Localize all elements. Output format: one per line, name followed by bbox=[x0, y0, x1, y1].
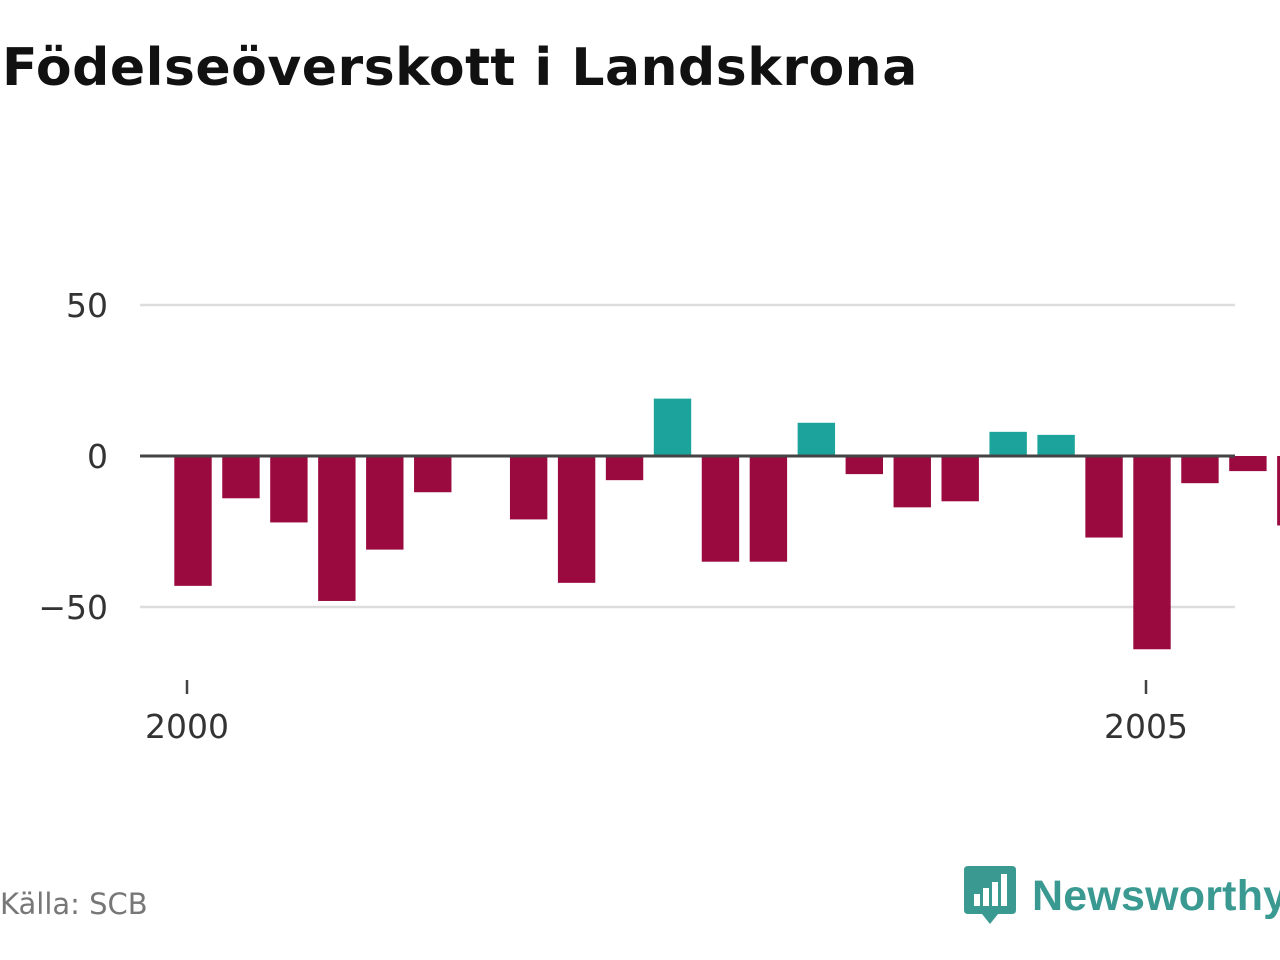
bar bbox=[366, 456, 404, 550]
bar-chart: −50050200020052010201520202025 bbox=[38, 286, 1280, 746]
bar bbox=[174, 456, 212, 586]
y-tick-label: 0 bbox=[87, 437, 108, 476]
bar bbox=[509, 456, 548, 520]
bar bbox=[222, 456, 260, 499]
x-tick-label: 2005 bbox=[1104, 707, 1188, 746]
bar bbox=[270, 456, 308, 523]
bar bbox=[1037, 434, 1075, 456]
bar bbox=[605, 456, 644, 481]
bar bbox=[845, 456, 883, 475]
bar bbox=[653, 398, 692, 456]
bar bbox=[893, 456, 931, 508]
source-note: Källa: SCB bbox=[0, 887, 148, 921]
x-tick-label: 2000 bbox=[145, 707, 229, 746]
y-tick-label: −50 bbox=[38, 588, 108, 627]
bar bbox=[797, 422, 836, 456]
y-tick-label: 50 bbox=[66, 286, 108, 325]
axes: −50050200020052010201520202025 bbox=[38, 286, 1188, 746]
bar bbox=[318, 456, 356, 601]
chart-title: Födelseöverskott i Landskrona bbox=[2, 38, 918, 98]
bar bbox=[414, 456, 452, 493]
bar bbox=[1133, 456, 1171, 650]
bars bbox=[174, 398, 1280, 650]
bar bbox=[701, 456, 740, 562]
bar bbox=[989, 431, 1027, 456]
bar bbox=[1181, 456, 1219, 484]
bar bbox=[941, 456, 979, 502]
bar bbox=[1085, 456, 1123, 538]
bar bbox=[1277, 456, 1280, 526]
bar bbox=[557, 456, 596, 583]
newsworthy-logo: Newsworthy bbox=[964, 866, 1280, 926]
bar-chart-bubble-icon bbox=[964, 866, 1016, 924]
bar bbox=[1229, 456, 1267, 472]
brand-name: Newsworthy bbox=[1032, 871, 1280, 920]
gridlines bbox=[140, 303, 1235, 609]
bar bbox=[749, 456, 788, 562]
